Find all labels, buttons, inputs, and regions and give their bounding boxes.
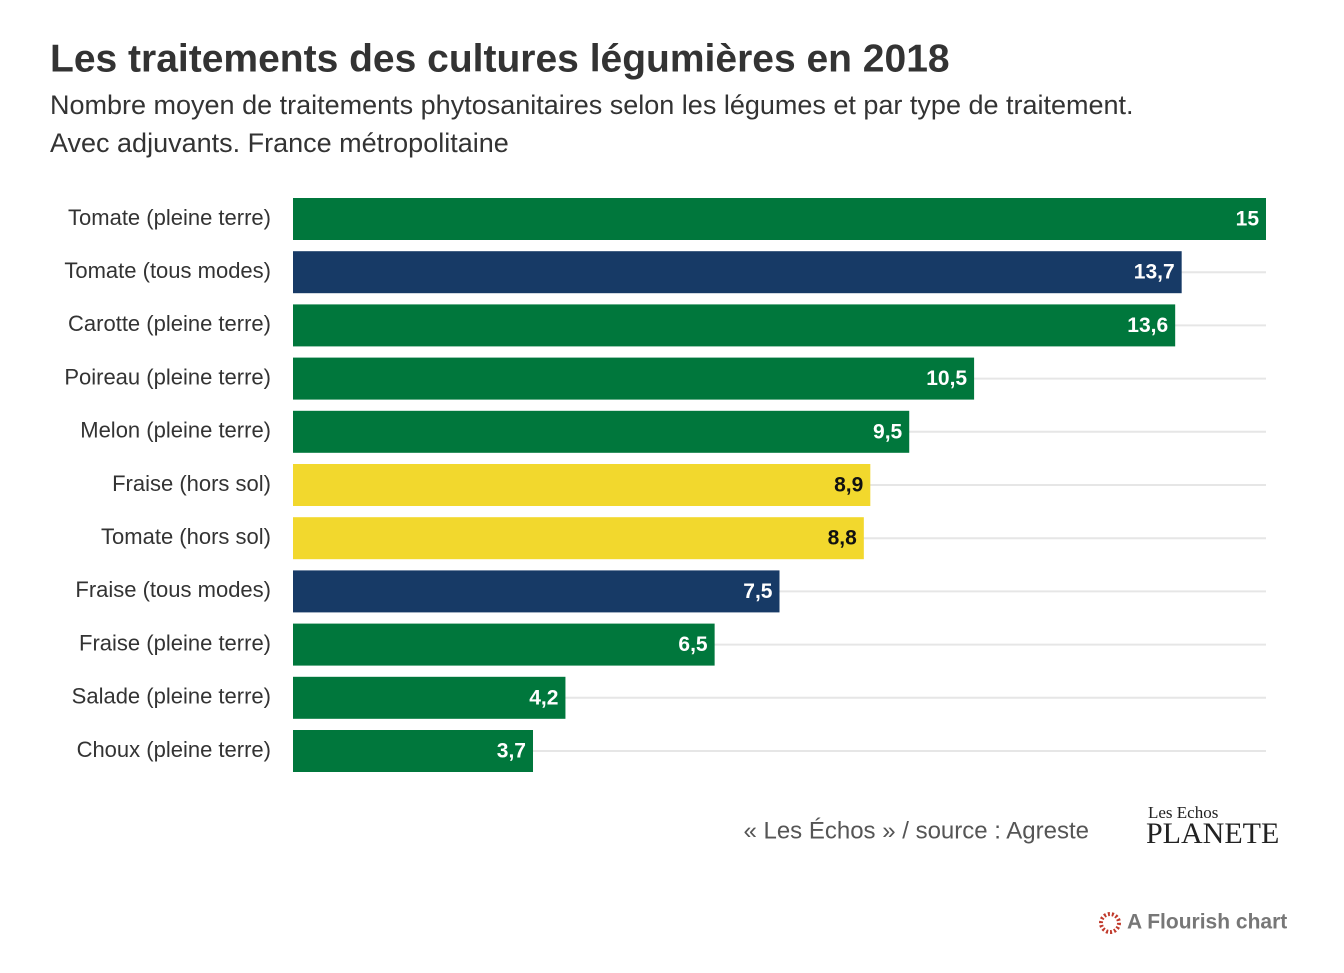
category-label: Carotte (pleine terre) <box>68 311 271 336</box>
bar <box>293 198 1266 240</box>
bar <box>293 464 871 506</box>
bar <box>293 357 975 400</box>
bar <box>293 623 715 666</box>
category-label: Tomate (hors sol) <box>101 524 271 549</box>
bar <box>293 251 1182 294</box>
value-label: 9,5 <box>873 420 903 443</box>
source: « Les Échos » / source : Agreste <box>743 817 1089 844</box>
category-label: Melon (pleine terre) <box>80 418 271 443</box>
flourish-icon <box>1099 912 1121 934</box>
bar <box>293 517 864 560</box>
credit[interactable]: A Flourish chart <box>1127 911 1287 934</box>
category-label: Salade (pleine terre) <box>72 684 271 709</box>
value-label: 4,2 <box>529 686 558 709</box>
category-label: Tomate (tous modes) <box>64 258 271 283</box>
category-label: Fraise (tous modes) <box>75 577 271 602</box>
value-label: 15 <box>1236 208 1260 231</box>
bar <box>293 570 780 613</box>
category-label: Poireau (pleine terre) <box>64 364 271 389</box>
category-label: Tomate (pleine terre) <box>68 205 271 230</box>
value-label: 10,5 <box>926 367 967 390</box>
category-label: Fraise (hors sol) <box>112 471 271 496</box>
bar <box>293 304 1176 347</box>
category-label: Choux (pleine terre) <box>77 737 271 762</box>
category-label: Fraise (pleine terre) <box>79 630 271 655</box>
value-label: 3,7 <box>497 740 526 763</box>
chart-subtitle: Avec adjuvants. France métropolitaine <box>50 128 509 158</box>
chart-subtitle: Nombre moyen de traitements phytosanitai… <box>50 90 1134 120</box>
value-label: 7,5 <box>743 580 773 603</box>
value-label: 8,9 <box>834 474 863 497</box>
logo-top: Les Echos <box>1148 803 1218 822</box>
value-label: 8,8 <box>828 527 858 550</box>
bar <box>293 730 534 772</box>
logo-bottom: PLANETE <box>1146 817 1279 850</box>
chart-title: Les traitements des cultures légumières … <box>50 37 950 80</box>
value-label: 6,5 <box>678 633 708 656</box>
bar <box>293 410 910 453</box>
value-label: 13,6 <box>1127 314 1168 337</box>
bar <box>293 676 566 719</box>
value-label: 13,7 <box>1134 261 1175 284</box>
